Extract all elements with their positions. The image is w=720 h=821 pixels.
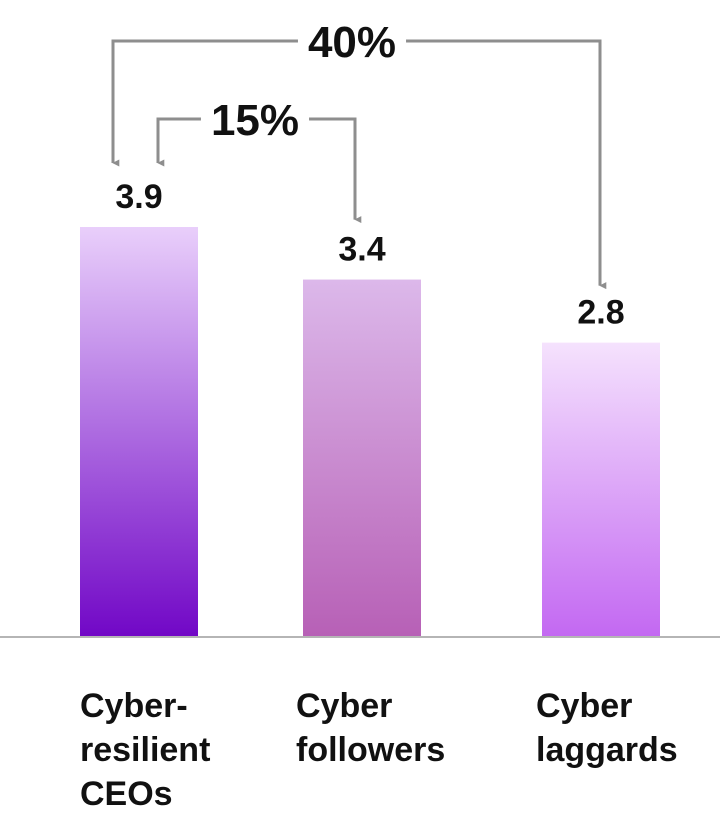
value-label-cyber-laggards: 2.8 xyxy=(577,294,624,332)
bar-cyber-laggards xyxy=(542,342,660,637)
diff-40-backing xyxy=(297,18,407,67)
bar-cyber-followers xyxy=(303,279,421,637)
category-label-cyber-laggards: Cyber laggards xyxy=(536,687,678,769)
value-label-cyber-followers: 3.4 xyxy=(338,231,385,269)
bar-cyber-resilient-ceos xyxy=(80,227,198,637)
difference-label-15-percent: 15% xyxy=(211,96,299,145)
diff-15-backing xyxy=(200,96,310,145)
difference-label-40-percent: 40% xyxy=(308,18,396,67)
category-label-cyber-followers: Cyber followers xyxy=(296,687,446,769)
category-label-cyber-resilient-ceos: Cyber- resilient CEOs xyxy=(80,687,211,813)
value-label-cyber-resilient-ceos: 3.9 xyxy=(115,178,162,216)
